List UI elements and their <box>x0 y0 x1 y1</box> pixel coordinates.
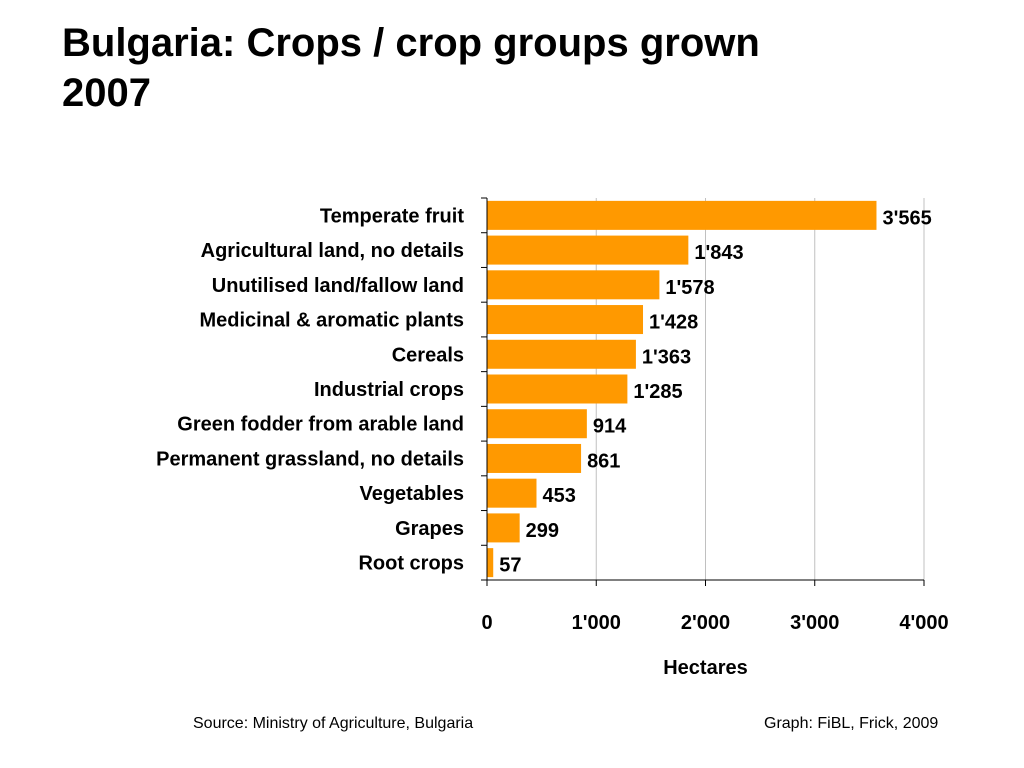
title-line-1: Bulgaria: Crops / crop groups grown <box>62 21 760 65</box>
graph-credit: Graph: FiBL, Frick, 2009 <box>764 715 939 732</box>
category-label: Unutilised land/fallow land <box>212 275 464 297</box>
data-label: 861 <box>587 450 620 472</box>
category-label: Industrial crops <box>314 379 464 401</box>
data-label: 3'565 <box>882 207 931 229</box>
category-label: Vegetables <box>359 483 464 505</box>
bar <box>487 548 494 578</box>
bar <box>487 513 520 543</box>
bar <box>487 235 689 265</box>
category-label: Permanent grassland, no details <box>156 448 464 470</box>
page-title: Bulgaria: Crops / crop groups grown 2007 <box>62 18 962 118</box>
data-label: 1'843 <box>694 242 743 264</box>
bar <box>487 200 877 230</box>
category-label: Green fodder from arable land <box>177 414 464 436</box>
x-axis-title: Hectares <box>663 657 748 679</box>
bar <box>487 305 644 335</box>
title-line-2: 2007 <box>62 71 151 115</box>
bar <box>487 374 628 404</box>
bar-chart: Temperate fruit 3'565 Agricultural land, n… <box>156 197 949 679</box>
data-label: 299 <box>526 520 559 542</box>
bar <box>487 409 587 439</box>
data-label: 1'428 <box>649 312 698 334</box>
bar <box>487 270 660 300</box>
data-label: 1'285 <box>633 381 682 403</box>
bar <box>487 339 636 369</box>
source-note: Source: Ministry of Agriculture, Bulgari… <box>193 715 474 732</box>
x-tick-label: 0 <box>481 612 492 634</box>
category-label: Temperate fruit <box>320 205 464 227</box>
data-label: 914 <box>593 416 627 438</box>
bar <box>487 443 582 473</box>
x-tick-label: 2'000 <box>681 612 730 634</box>
bar <box>487 478 537 508</box>
data-label: 453 <box>542 485 575 507</box>
x-tick-label: 3'000 <box>790 612 839 634</box>
data-label: 1'578 <box>665 277 714 299</box>
category-label: Grapes <box>395 518 464 540</box>
category-label: Root crops <box>358 553 464 575</box>
category-label: Cereals <box>392 344 464 366</box>
data-label: 57 <box>499 555 521 577</box>
category-label: Agricultural land, no details <box>201 240 464 262</box>
x-tick-label: 4'000 <box>899 612 948 634</box>
x-tick-label: 1'000 <box>572 612 621 634</box>
category-label: Medicinal & aromatic plants <box>199 310 464 332</box>
data-label: 1'363 <box>642 346 691 368</box>
